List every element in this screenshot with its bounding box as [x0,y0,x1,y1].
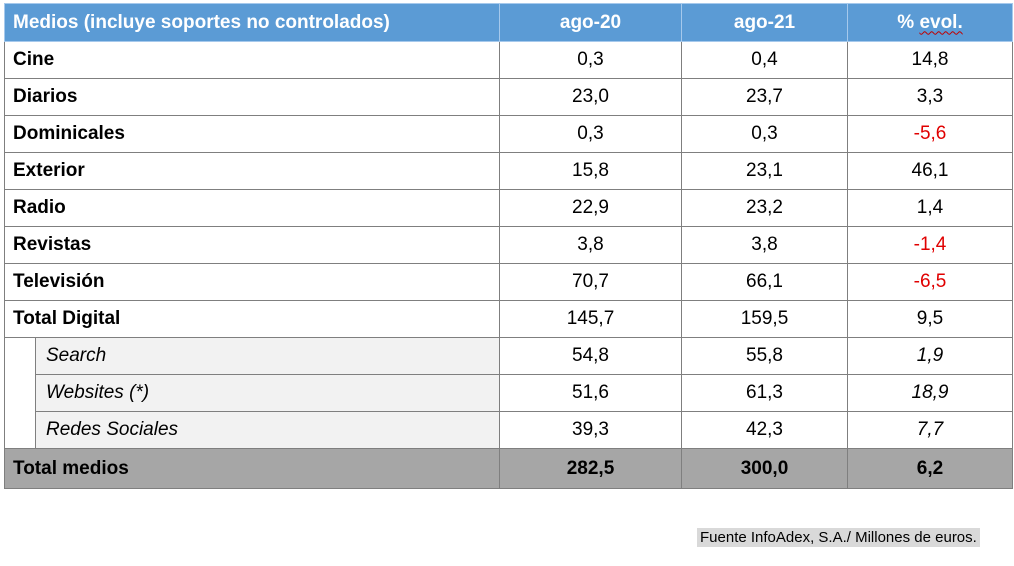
total-label: Total medios [4,448,500,489]
table-row: Revistas 3,8 3,8 -1,4 [4,226,1013,264]
table-row: Radio 22,9 23,2 1,4 [4,189,1013,227]
value-ago-20: 22,9 [499,189,682,227]
value-evol: 3,3 [847,78,1013,116]
table-subrow: Search 54,8 55,8 1,9 [4,337,1013,375]
value-ago-21: 0,4 [681,41,848,79]
value-ago-21: 0,3 [681,115,848,153]
table-subrow: Websites (*) 51,6 61,3 18,9 [4,374,1013,412]
value-ago-20: 0,3 [499,41,682,79]
row-label: Dominicales [4,115,500,153]
value-evol: 1,9 [847,337,1013,375]
value-ago-21: 55,8 [681,337,848,375]
header-ago-21: ago-21 [681,3,848,42]
row-label: Diarios [4,78,500,116]
value-evol: 14,8 [847,41,1013,79]
total-ago-20: 282,5 [499,448,682,489]
header-evol-percent: % [897,11,920,33]
subrow-label: Search [35,337,500,375]
table-subrow: Redes Sociales 39,3 42,3 7,7 [4,411,1013,449]
row-label: Cine [4,41,500,79]
value-ago-20: 0,3 [499,115,682,153]
total-ago-21: 300,0 [681,448,848,489]
value-ago-20: 145,7 [499,300,682,338]
value-evol: 9,5 [847,300,1013,338]
value-evol-negative: -6,5 [847,263,1013,301]
value-evol: 18,9 [847,374,1013,412]
value-ago-21: 23,7 [681,78,848,116]
header-ago-20: ago-20 [499,3,682,42]
value-ago-20: 51,6 [499,374,682,412]
row-label: Televisión [4,263,500,301]
table-header-row: Medios (incluye soportes no controlados)… [4,3,1013,42]
subrow-label: Websites (*) [35,374,500,412]
value-ago-20: 54,8 [499,337,682,375]
row-label: Total Digital [4,300,500,338]
value-ago-21: 42,3 [681,411,848,449]
indent-cell [4,337,36,375]
value-ago-21: 23,2 [681,189,848,227]
total-evol: 6,2 [847,448,1013,489]
value-evol-negative: -1,4 [847,226,1013,264]
table-row: Exterior 15,8 23,1 46,1 [4,152,1013,190]
value-ago-20: 3,8 [499,226,682,264]
table-row: Dominicales 0,3 0,3 -5,6 [4,115,1013,153]
value-ago-21: 3,8 [681,226,848,264]
header-evol: % evol. [847,3,1013,42]
value-evol-negative: -5,6 [847,115,1013,153]
value-ago-21: 23,1 [681,152,848,190]
value-ago-21: 159,5 [681,300,848,338]
header-medios: Medios (incluye soportes no controlados) [4,3,500,42]
row-label: Exterior [4,152,500,190]
value-ago-21: 66,1 [681,263,848,301]
row-label: Revistas [4,226,500,264]
media-investment-table: Medios (incluye soportes no controlados)… [4,3,1013,489]
table-row: Televisión 70,7 66,1 -6,5 [4,263,1013,301]
value-ago-20: 70,7 [499,263,682,301]
indent-cell [4,374,36,412]
value-evol: 7,7 [847,411,1013,449]
value-ago-21: 61,3 [681,374,848,412]
value-evol: 1,4 [847,189,1013,227]
table-row: Total Digital 145,7 159,5 9,5 [4,300,1013,338]
value-evol: 46,1 [847,152,1013,190]
row-label: Radio [4,189,500,227]
value-ago-20: 15,8 [499,152,682,190]
table-row: Cine 0,3 0,4 14,8 [4,41,1013,79]
value-ago-20: 39,3 [499,411,682,449]
subrow-label: Redes Sociales [35,411,500,449]
source-note: Fuente InfoAdex, S.A./ Millones de euros… [697,528,980,547]
indent-cell [4,411,36,449]
total-row: Total medios 282,5 300,0 6,2 [4,448,1013,489]
table-row: Diarios 23,0 23,7 3,3 [4,78,1013,116]
value-ago-20: 23,0 [499,78,682,116]
header-evol-word: evol. [919,11,963,33]
